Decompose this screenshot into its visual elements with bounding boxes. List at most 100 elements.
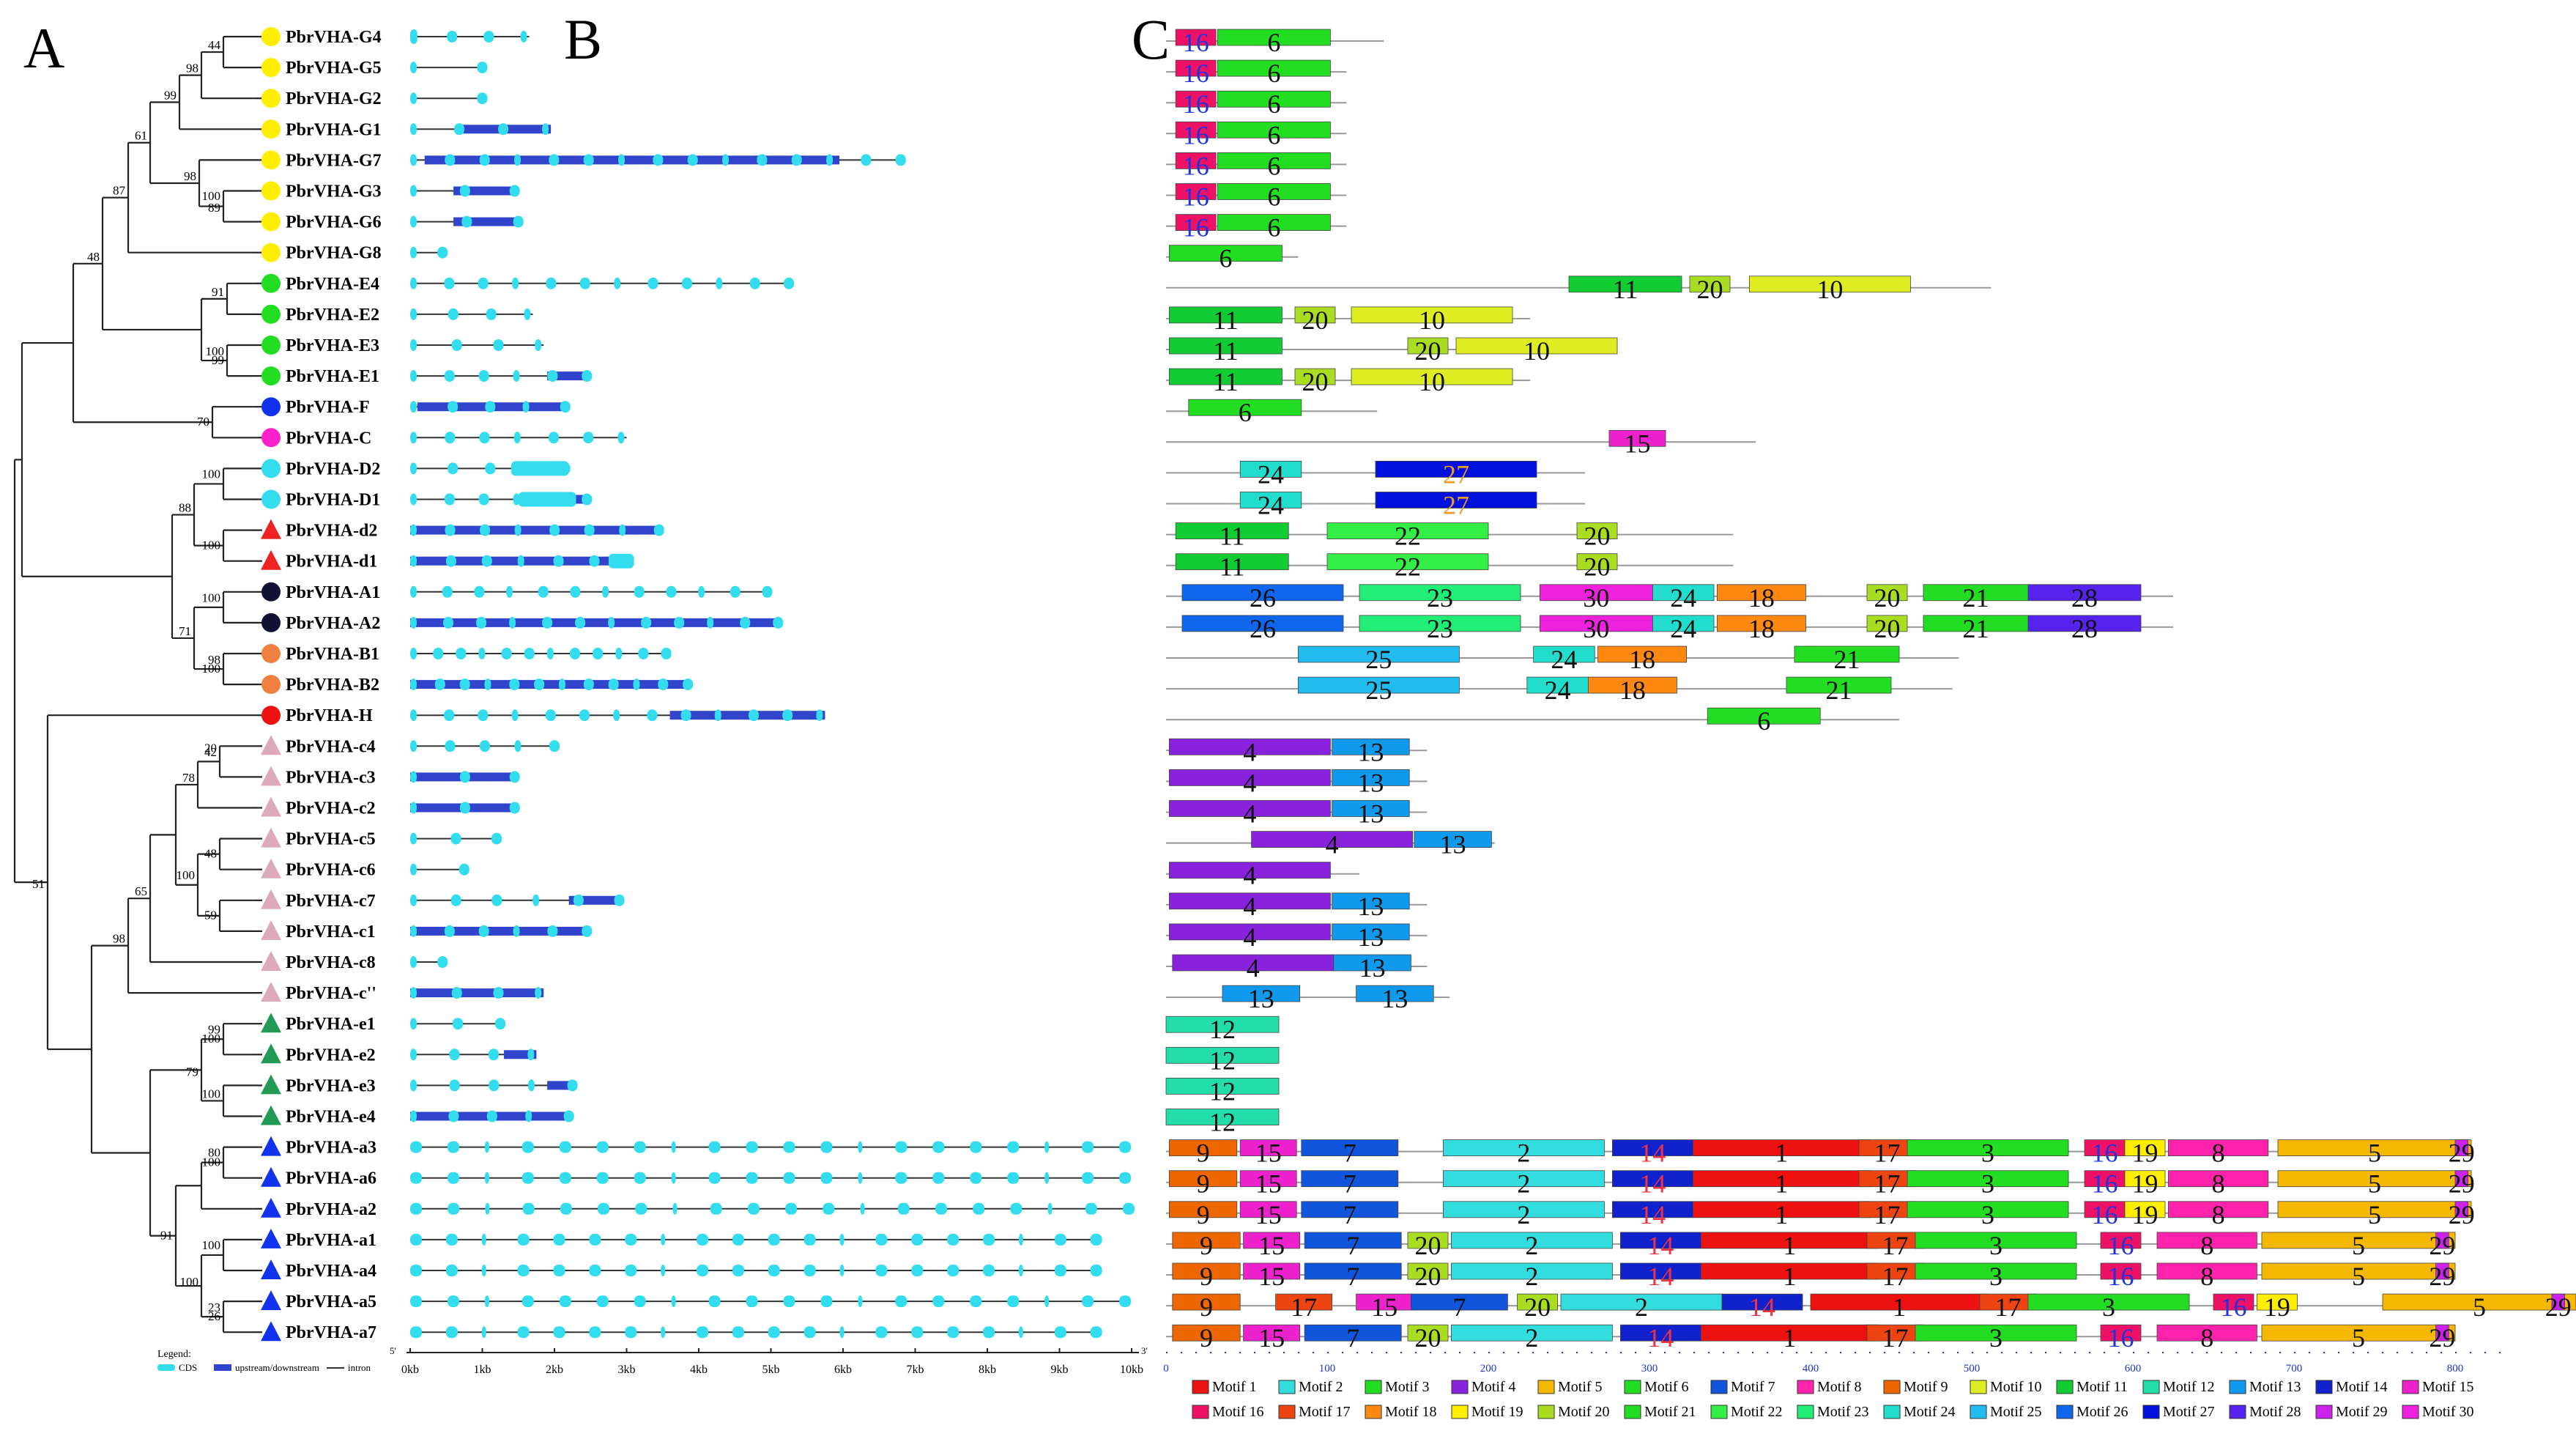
- motif-legend-label: Motif 22: [1731, 1404, 1783, 1420]
- motif-box: [1332, 769, 1410, 786]
- motif-number-label: 4: [1243, 892, 1256, 921]
- motif-number-label: 16: [1183, 120, 1209, 149]
- exon-block: [410, 1265, 422, 1276]
- motif-box: [1275, 1293, 1332, 1311]
- exon-block: [608, 616, 615, 629]
- gene-name-label: PbrVHA-G3: [286, 182, 382, 201]
- motif-number-label: 25: [1365, 645, 1392, 674]
- gene-structure-panel: [410, 29, 1135, 1339]
- motif-box: [1451, 1324, 1613, 1342]
- exon-block: [511, 709, 519, 722]
- motif-number-label: 3: [2102, 1292, 2115, 1322]
- exon-block: [560, 1202, 572, 1215]
- exon-block: [513, 432, 521, 444]
- motif-box: [1332, 738, 1410, 755]
- exon-block: [443, 616, 454, 629]
- exon-block: [410, 1110, 417, 1122]
- motif-number-label: 17: [1882, 1231, 1909, 1260]
- motif-number-label: 16: [2092, 1139, 2118, 1168]
- motif-legend-swatch: [1278, 1380, 1296, 1394]
- motif-box: [2027, 1293, 2190, 1311]
- motif-number-label: 15: [1255, 1139, 1282, 1168]
- gene-structure-axis: 5' 3' 0kb 1kb 2kb 3kb 4kb 5kb 6kb 7kb 8kb 9kb 10kb: [390, 1345, 1148, 1376]
- exon-block: [634, 1172, 646, 1184]
- exon-block: [683, 678, 694, 691]
- triangle-symbol-icon: [261, 889, 281, 909]
- exon-block: [445, 524, 456, 536]
- triangle-symbol-icon: [261, 1228, 281, 1249]
- exon-block: [433, 648, 444, 659]
- motif-number-label: 1: [1775, 1139, 1788, 1168]
- motif-number-label: 13: [1357, 892, 1384, 921]
- motif-number-label: 22: [1395, 522, 1421, 551]
- exon-block: [410, 154, 417, 166]
- motif-number-label: 11: [1213, 367, 1239, 396]
- gene-name-label: PbrVHA-c8: [286, 953, 376, 972]
- exon-block: [732, 1326, 744, 1339]
- motif-legend-label: Motif 5: [1558, 1379, 1603, 1395]
- gene-name-label: PbrVHA-a2: [286, 1200, 376, 1219]
- exon-block: [493, 339, 504, 351]
- motif-number-label: 16: [1183, 89, 1209, 119]
- exon-block: [509, 802, 520, 814]
- motif-number-label: 8: [2200, 1323, 2213, 1353]
- motif-box: [1332, 892, 1410, 910]
- motif-number-label: 9: [1197, 1200, 1210, 1229]
- exon-block: [826, 154, 834, 166]
- exon-block: [410, 585, 417, 598]
- motif-number-label: 27: [1443, 491, 1469, 520]
- motif-box: [1217, 183, 1331, 200]
- exon-block: [410, 1295, 422, 1308]
- motif-number-label: 28: [2071, 614, 2098, 643]
- motif-number-label: 7: [1346, 1323, 1359, 1353]
- motif-number-label: 6: [1267, 151, 1280, 180]
- motif-axis-ticks: 0 100 200 300 400 500 600 700 800: [1163, 1363, 2463, 1375]
- exon-block: [803, 1233, 816, 1246]
- motif-number-label: 16: [2108, 1262, 2134, 1291]
- exon-block: [1085, 1202, 1097, 1215]
- exon-block: [410, 62, 417, 74]
- motif-legend-swatch: [1970, 1405, 1987, 1419]
- gene-name-label: PbrVHA-c'': [286, 984, 376, 1003]
- motif-box: [2277, 1139, 2472, 1156]
- motif-box: [1175, 183, 1217, 200]
- triangle-symbol-icon: [261, 920, 281, 940]
- motif-number-label: 20: [1524, 1292, 1551, 1322]
- motif-number-label: 24: [1670, 614, 1696, 643]
- utr-bar: [410, 618, 782, 627]
- exon-block: [820, 1141, 833, 1153]
- motif-number-label: 16: [1183, 28, 1209, 57]
- motif-box: [1175, 152, 1217, 169]
- gene-name-label: PbrVHA-a5: [286, 1292, 376, 1312]
- bootstrap-value: 100: [180, 1275, 199, 1289]
- motif-number-label: 13: [1359, 953, 1386, 983]
- motif-number-label: 15: [1625, 429, 1651, 458]
- motif-box: [2213, 1293, 2254, 1311]
- exon-block: [478, 277, 489, 289]
- motif-box: [1175, 553, 1289, 571]
- exon-block: [509, 678, 520, 691]
- motif-box: [1332, 800, 1410, 817]
- gene-name-label: PbrVHA-d2: [286, 522, 377, 541]
- motif-number-label: 11: [1213, 306, 1239, 335]
- exon-block: [485, 1202, 490, 1215]
- triangle-symbol-icon: [261, 982, 281, 1002]
- motif-box: [1304, 1232, 1402, 1249]
- motif-box: [2167, 1201, 2269, 1218]
- bootstrap-value: 59: [204, 909, 217, 922]
- exon-block: [1018, 1326, 1023, 1339]
- exon-block: [697, 1326, 709, 1339]
- motif-box: [1175, 121, 1217, 138]
- bootstrap-value: 71: [179, 624, 191, 638]
- exon-block: [875, 1326, 888, 1339]
- motif-box: [2435, 1262, 2449, 1280]
- exon-block: [1123, 1202, 1135, 1215]
- motif-legend-label: Motif 21: [1644, 1404, 1696, 1420]
- motif-box: [1652, 584, 1715, 602]
- exon-block: [671, 1172, 676, 1184]
- motif-number-label: 30: [1583, 583, 1609, 613]
- exon-block: [410, 925, 417, 937]
- motif-box: [1689, 275, 1731, 293]
- exon-block: [410, 863, 417, 876]
- bootstrap-value: 100: [202, 1032, 221, 1046]
